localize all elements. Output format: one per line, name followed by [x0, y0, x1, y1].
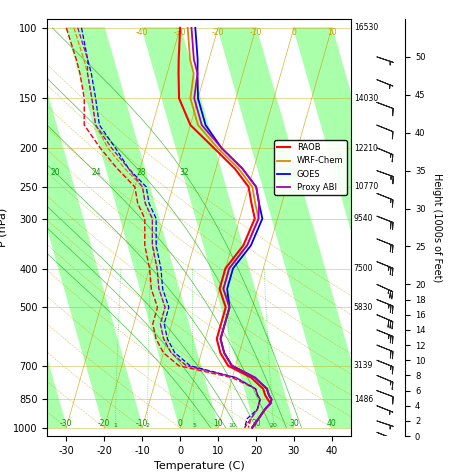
Text: 20: 20	[270, 423, 278, 428]
Text: 10: 10	[229, 423, 237, 428]
Text: 10: 10	[327, 28, 337, 37]
Text: 10: 10	[213, 419, 223, 428]
Text: 20: 20	[251, 419, 261, 428]
Text: 12210: 12210	[354, 144, 378, 153]
Text: 7500: 7500	[354, 264, 374, 273]
Polygon shape	[0, 28, 142, 428]
Text: -10: -10	[250, 28, 262, 37]
Text: 24: 24	[91, 168, 101, 177]
Text: 28: 28	[136, 168, 146, 177]
Text: -30: -30	[60, 419, 73, 428]
Text: 16530: 16530	[354, 23, 378, 32]
Text: 2: 2	[146, 423, 150, 428]
Text: 5: 5	[192, 423, 196, 428]
Text: 1486: 1486	[354, 395, 373, 404]
Polygon shape	[0, 28, 66, 428]
Polygon shape	[370, 28, 474, 428]
Text: 9540: 9540	[354, 214, 374, 223]
X-axis label: Temperature (C): Temperature (C)	[154, 461, 245, 471]
Polygon shape	[142, 28, 294, 428]
Text: 1: 1	[113, 423, 117, 428]
Text: -10: -10	[136, 419, 148, 428]
Text: -20: -20	[212, 28, 224, 37]
Text: -20: -20	[98, 419, 110, 428]
Text: 0: 0	[292, 28, 296, 37]
Text: 30: 30	[289, 419, 299, 428]
Legend: RAOB, WRF-Chem, GOES, Proxy ABI: RAOB, WRF-Chem, GOES, Proxy ABI	[274, 140, 346, 195]
Text: 14030: 14030	[354, 94, 378, 103]
Text: 10770: 10770	[354, 182, 378, 191]
Polygon shape	[66, 28, 218, 428]
Text: 3139: 3139	[354, 361, 373, 370]
Polygon shape	[218, 28, 370, 428]
Text: 0: 0	[178, 419, 182, 428]
Y-axis label: P (hPa): P (hPa)	[0, 208, 8, 247]
Text: -30: -30	[174, 28, 186, 37]
Text: 40: 40	[327, 419, 337, 428]
Polygon shape	[294, 28, 446, 428]
Text: 5830: 5830	[354, 303, 373, 312]
Text: 32: 32	[179, 168, 189, 177]
Text: -40: -40	[136, 28, 148, 37]
Text: 20: 20	[50, 168, 60, 177]
Y-axis label: Height (1000s of Feet): Height (1000s of Feet)	[432, 173, 442, 282]
